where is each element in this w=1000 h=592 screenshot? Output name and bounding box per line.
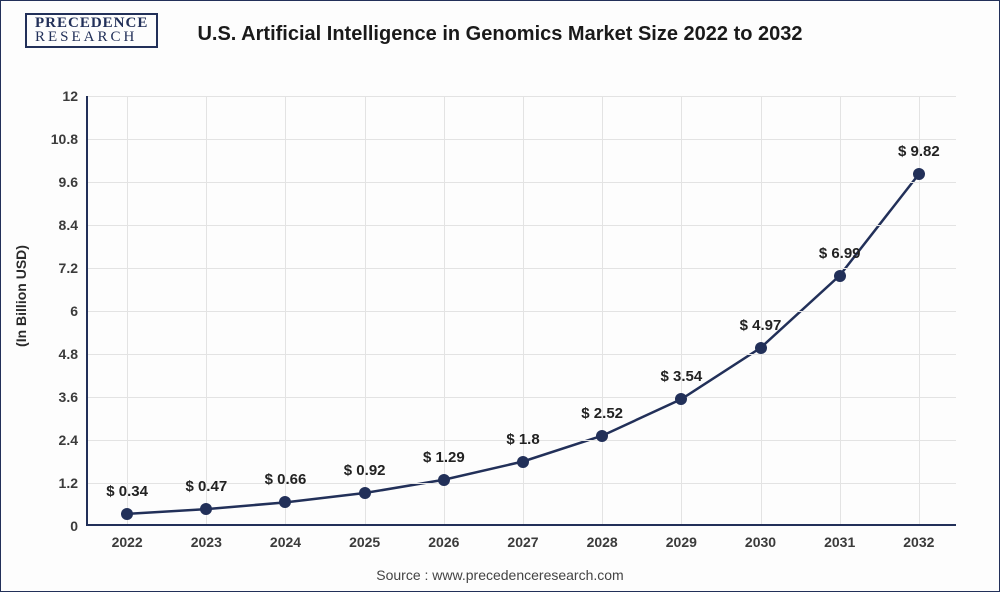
- data-label: $ 6.99: [819, 245, 861, 276]
- gridline-v: [206, 96, 207, 524]
- gridline-h: [88, 225, 956, 226]
- data-label: $ 4.97: [740, 317, 782, 348]
- gridline-v: [127, 96, 128, 524]
- gridline-v: [602, 96, 603, 524]
- data-label: $ 2.52: [581, 405, 623, 436]
- y-tick-label: 6: [70, 303, 78, 319]
- chart-title: U.S. Artificial Intelligence in Genomics…: [1, 23, 999, 46]
- x-tick-label: 2025: [349, 534, 380, 550]
- data-label: $ 3.54: [660, 368, 702, 399]
- y-tick-label: 3.6: [59, 389, 78, 405]
- y-tick-label: 7.2: [59, 260, 78, 276]
- x-tick-label: 2024: [270, 534, 301, 550]
- x-tick-label: 2030: [745, 534, 776, 550]
- y-tick-label: 2.4: [59, 432, 78, 448]
- data-label: $ 0.47: [185, 478, 227, 509]
- gridline-h: [88, 354, 956, 355]
- y-tick-label: 1.2: [59, 475, 78, 491]
- y-tick-label: 10.8: [51, 131, 78, 147]
- y-tick-label: 9.6: [59, 174, 78, 190]
- gridline-v: [840, 96, 841, 524]
- gridline-v: [681, 96, 682, 524]
- data-label: $ 0.34: [106, 483, 148, 514]
- source-attribution: Source : www.precedenceresearch.com: [1, 567, 999, 583]
- x-tick-label: 2028: [587, 534, 618, 550]
- gridline-h: [88, 182, 956, 183]
- x-tick-label: 2026: [428, 534, 459, 550]
- data-label: $ 0.92: [344, 462, 386, 493]
- data-label: $ 1.8: [506, 431, 539, 462]
- y-tick-label: 0: [70, 518, 78, 534]
- gridline-v: [365, 96, 366, 524]
- gridline-h: [88, 311, 956, 312]
- data-label: $ 9.82: [898, 143, 940, 174]
- gridline-h: [88, 397, 956, 398]
- data-label: $ 0.66: [265, 471, 307, 502]
- data-label: $ 1.29: [423, 449, 465, 480]
- x-tick-label: 2023: [191, 534, 222, 550]
- plot-area: 01.22.43.64.867.28.49.610.81220222023202…: [86, 96, 956, 526]
- gridline-h: [88, 96, 956, 97]
- x-tick-label: 2022: [112, 534, 143, 550]
- x-tick-label: 2029: [666, 534, 697, 550]
- gridline-v: [761, 96, 762, 524]
- gridline-h: [88, 139, 956, 140]
- x-tick-label: 2031: [824, 534, 855, 550]
- gridline-v: [285, 96, 286, 524]
- y-tick-label: 4.8: [59, 346, 78, 362]
- x-tick-label: 2032: [903, 534, 934, 550]
- x-tick-label: 2027: [507, 534, 538, 550]
- y-tick-label: 8.4: [59, 217, 78, 233]
- y-axis-label: (In Billion USD): [13, 245, 29, 347]
- y-tick-label: 12: [62, 88, 78, 104]
